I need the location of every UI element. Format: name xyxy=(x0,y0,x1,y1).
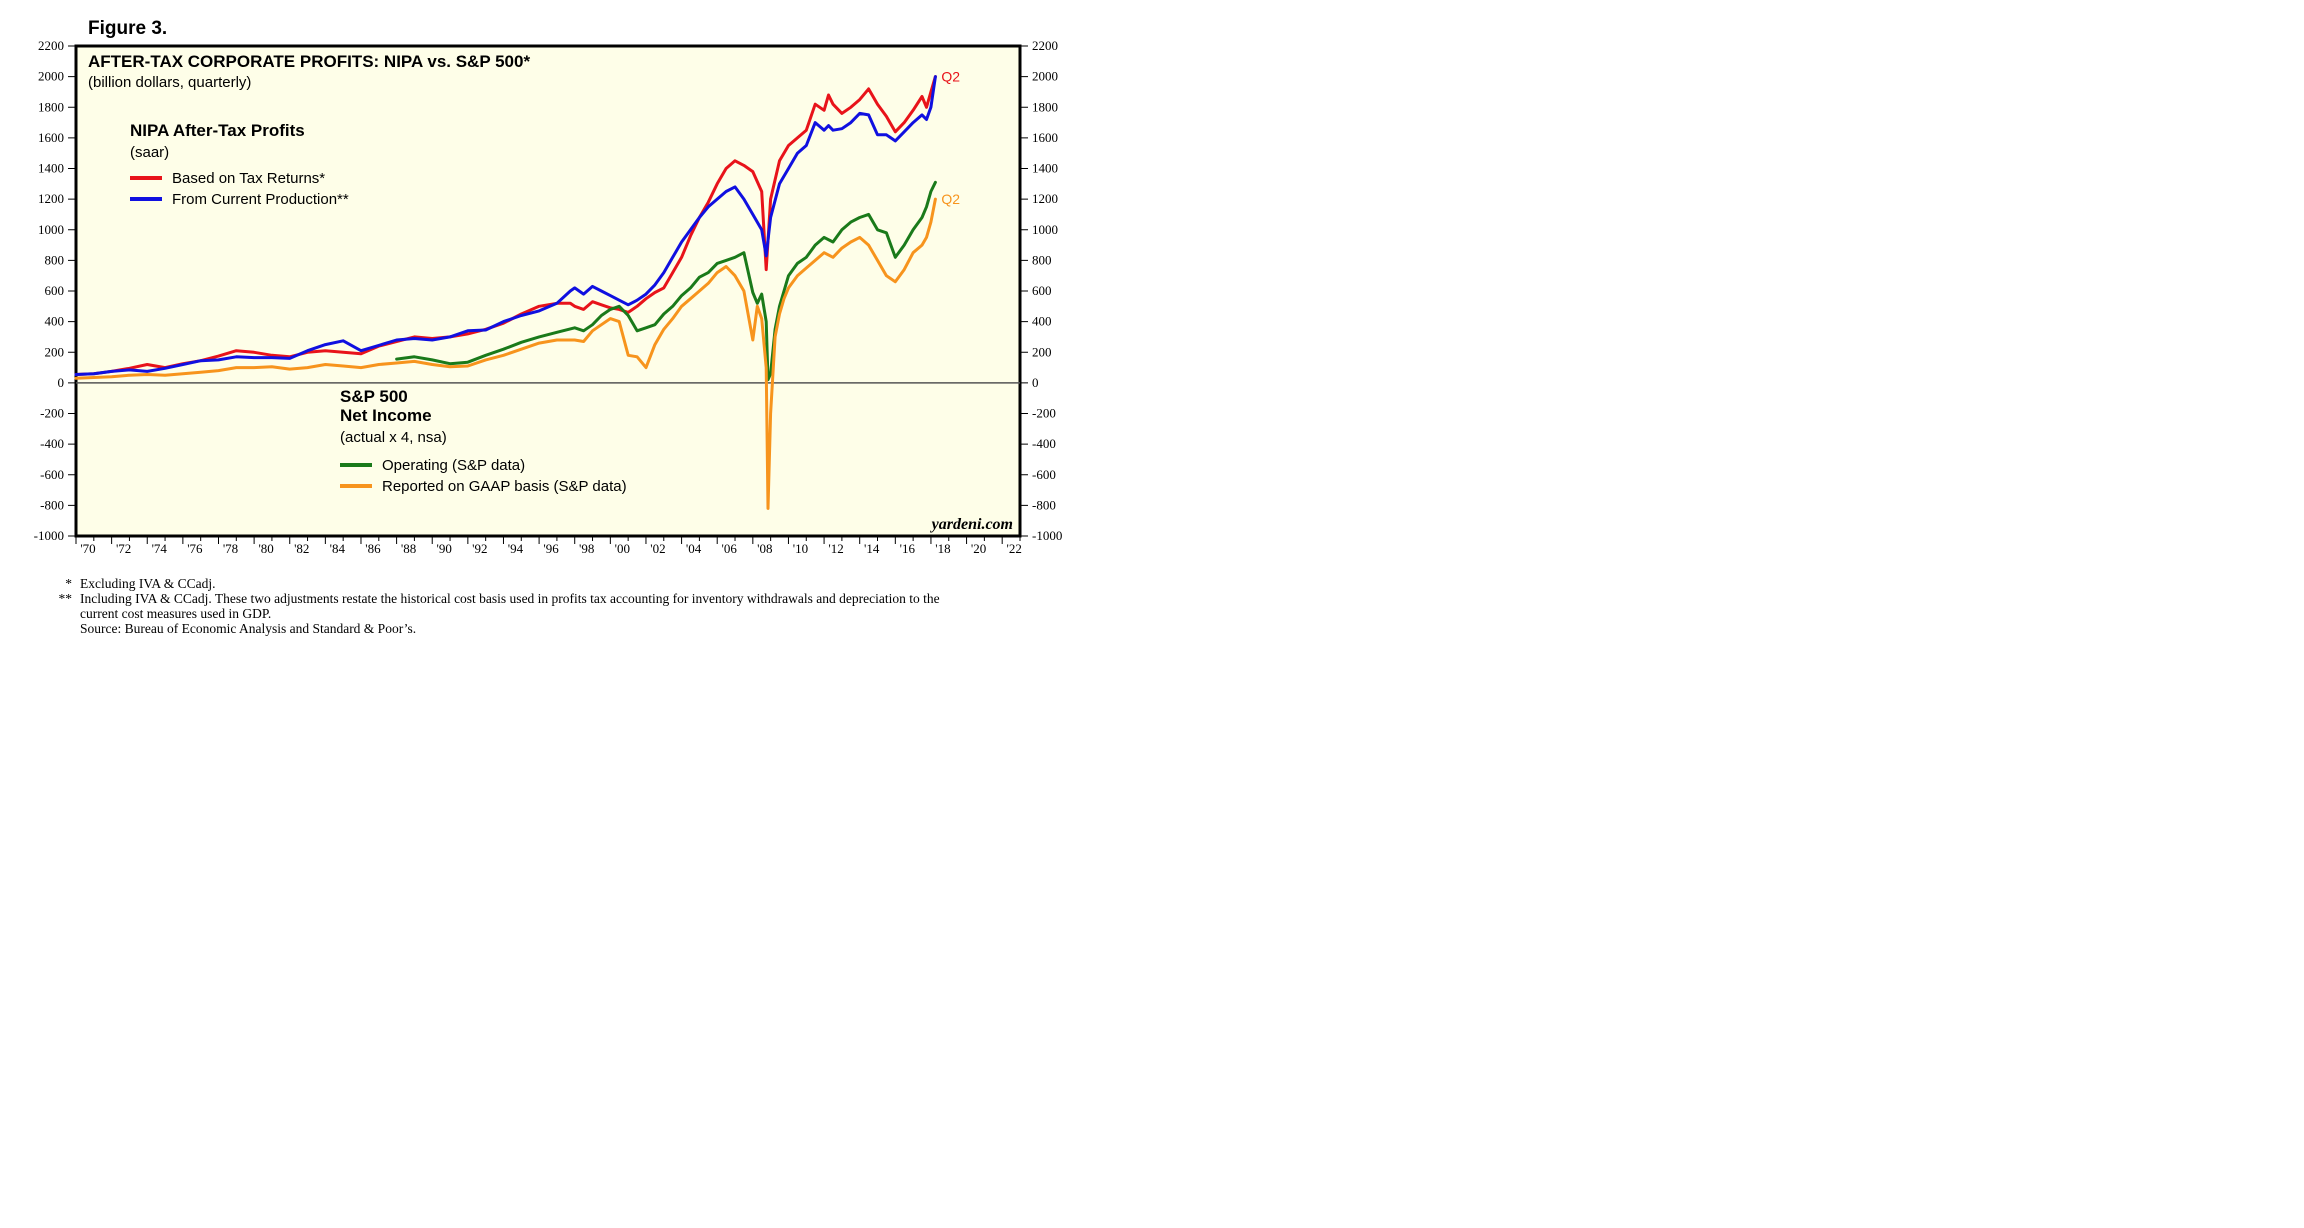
y-tick-label-left: 2000 xyxy=(38,69,64,84)
figure-label: Figure 3. xyxy=(88,18,167,39)
x-tick-label: '82 xyxy=(294,541,309,556)
y-tick-label-right: 800 xyxy=(1032,252,1052,267)
x-tick-label: '02 xyxy=(650,541,665,556)
watermark: yardeni.com xyxy=(930,516,1013,533)
footnotes: * Excluding IVA & CCadj. ** Including IV… xyxy=(50,576,980,636)
y-tick-label-left: 1000 xyxy=(38,222,64,237)
y-tick-label-left: 1800 xyxy=(38,99,64,114)
chart-title: AFTER-TAX CORPORATE PROFITS: NIPA vs. S&… xyxy=(88,52,530,71)
chart-subtitle: (billion dollars, quarterly) xyxy=(88,74,251,91)
y-tick-label-right: 400 xyxy=(1032,314,1052,329)
y-tick-label-left: -800 xyxy=(40,497,64,512)
series-line-1 xyxy=(74,75,937,376)
y-tick-label-right: 200 xyxy=(1032,344,1052,359)
x-tick-label: '18 xyxy=(935,541,950,556)
plot-area xyxy=(74,44,1022,538)
x-tick-label: '96 xyxy=(543,541,559,556)
x-tick-label: '98 xyxy=(579,541,594,556)
y-tick-label-right: 2200 xyxy=(1032,38,1058,53)
x-tick-label: '16 xyxy=(900,541,916,556)
x-tick-label: '90 xyxy=(437,541,452,556)
y-tick-label-left: -400 xyxy=(40,436,64,451)
y-tick-label-left: -1000 xyxy=(34,528,64,543)
x-tick-label: '06 xyxy=(722,541,738,556)
y-tick-label-right: -600 xyxy=(1032,467,1056,482)
x-tick-label: '22 xyxy=(1007,541,1022,556)
x-tick-label: '74 xyxy=(152,541,168,556)
legend-sp500: S&P 500 Net Income (actual x 4, nsa) Ope… xyxy=(340,387,627,495)
y-tick-label-left: 400 xyxy=(45,314,65,329)
x-tick-label: '04 xyxy=(686,541,702,556)
end-label-q2-orange: Q2 xyxy=(941,191,960,207)
legend-label-current-production: From Current Production** xyxy=(172,191,349,208)
x-tick-label: '84 xyxy=(330,541,346,556)
footnote-2: ** Including IVA & CCadj. These two adju… xyxy=(50,591,980,621)
x-tick-label: '94 xyxy=(508,541,524,556)
footnote-source-text: Source: Bureau of Economic Analysis and … xyxy=(80,621,417,636)
y-tick-label-left: 1200 xyxy=(38,191,64,206)
y-tick-label-left: -200 xyxy=(40,406,64,421)
footnote-1-mark: * xyxy=(65,576,72,591)
legend-sp500-title2: Net Income xyxy=(340,406,432,425)
y-tick-label-right: 600 xyxy=(1032,283,1052,298)
y-tick-label-left: 1400 xyxy=(38,161,64,176)
y-tick-label-right: 1800 xyxy=(1032,99,1058,114)
y-tick-label-right: 2000 xyxy=(1032,69,1058,84)
x-tick-label: '78 xyxy=(223,541,238,556)
footnote-source: Source: Bureau of Economic Analysis and … xyxy=(50,621,980,636)
x-tick-label: '70 xyxy=(80,541,95,556)
y-tick-label-left: 600 xyxy=(45,283,65,298)
footnote-1: * Excluding IVA & CCadj. xyxy=(50,576,980,591)
footnote-source-mark xyxy=(50,621,80,636)
legend-nipa-subtitle: (saar) xyxy=(130,144,169,161)
x-tick-label: '92 xyxy=(472,541,487,556)
x-tick-label: '20 xyxy=(971,541,986,556)
x-tick-label: '14 xyxy=(864,541,880,556)
legend-sp500-subtitle: (actual x 4, nsa) xyxy=(340,429,447,446)
y-tick-label-right: 1000 xyxy=(1032,222,1058,237)
x-axis: '70 '72 '74 '76 '78 '80 '82 '84 '86 '88 '90 '92 '94 '… xyxy=(75,536,1022,556)
series-line-2 xyxy=(395,180,937,382)
y-tick-label-left: 2200 xyxy=(38,38,64,53)
legend-label-gaap: Reported on GAAP basis (S&P data) xyxy=(382,478,627,495)
x-tick-label: '10 xyxy=(793,541,808,556)
x-tick-label: '12 xyxy=(828,541,843,556)
x-tick-label: '08 xyxy=(757,541,772,556)
y-tick-label-right: -400 xyxy=(1032,436,1056,451)
y-tick-label-left: 200 xyxy=(45,344,65,359)
y-tick-label-left: 0 xyxy=(58,375,65,390)
x-tick-label: '80 xyxy=(258,541,273,556)
legend-nipa: NIPA After-Tax Profits (saar) Based on T… xyxy=(130,121,349,208)
legend-sp500-title: S&P 500 xyxy=(340,387,408,406)
x-tick-label: '72 xyxy=(116,541,131,556)
y-tick-label-left: -600 xyxy=(40,467,64,482)
legend-nipa-title: NIPA After-Tax Profits xyxy=(130,121,305,140)
x-tick-label: '00 xyxy=(615,541,630,556)
y-tick-label-right: 1400 xyxy=(1032,161,1058,176)
series-line-3 xyxy=(74,197,937,510)
x-tick-label: '88 xyxy=(401,541,416,556)
y-axis-left: 2200200018001600140012001000800600400200… xyxy=(34,38,76,543)
y-tick-label-left: 800 xyxy=(45,252,65,267)
y-tick-label-right: -200 xyxy=(1032,406,1056,421)
footnote-1-text: Excluding IVA & CCadj. xyxy=(80,576,216,591)
footnote-2-text: Including IVA & CCadj. These two adjustm… xyxy=(80,591,940,621)
y-axis-right: 2200200018001600140012001000800600400200… xyxy=(1020,38,1062,543)
legend-label-tax-returns: Based on Tax Returns* xyxy=(172,170,325,187)
end-label-q2-red: Q2 xyxy=(941,69,960,85)
y-tick-label-left: 1600 xyxy=(38,130,64,145)
series-layer xyxy=(74,75,937,510)
y-tick-label-right: -1000 xyxy=(1032,528,1062,543)
y-tick-label-right: -800 xyxy=(1032,497,1056,512)
y-tick-label-right: 1600 xyxy=(1032,130,1058,145)
y-tick-label-right: 1200 xyxy=(1032,191,1058,206)
x-tick-label: '76 xyxy=(187,541,203,556)
legend-label-operating: Operating (S&P data) xyxy=(382,457,525,474)
y-tick-label-right: 0 xyxy=(1032,375,1039,390)
footnote-2-mark: ** xyxy=(58,591,73,606)
x-tick-label: '86 xyxy=(365,541,381,556)
